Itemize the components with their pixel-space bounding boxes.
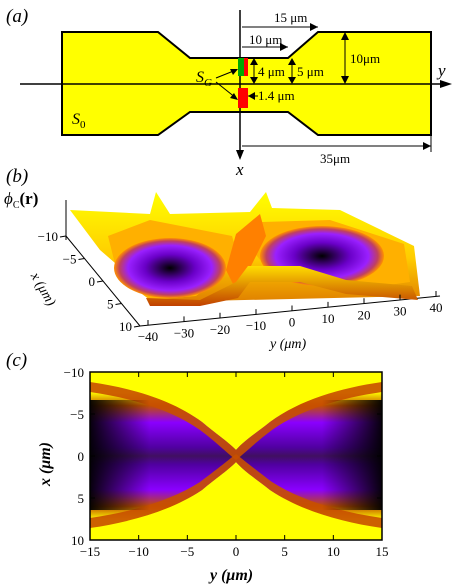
c-x-tick-label: −15	[80, 544, 100, 559]
gate-right	[244, 58, 248, 76]
heatmap-upper-band	[90, 372, 382, 450]
dim-10-right-label: 10μm	[350, 51, 380, 66]
dim-4-arrow-up-icon	[250, 58, 258, 65]
b-x-tick-label: 0	[89, 274, 96, 289]
c-y-tick-label: 0	[78, 449, 85, 464]
c-y-tick-label: 10	[71, 533, 84, 548]
heatmap-lower-band	[90, 462, 382, 540]
b-y-tick-label: 0	[289, 315, 296, 330]
heatmap-dark-right	[322, 400, 382, 510]
c-x-tick-label: 5	[281, 544, 288, 559]
b-x-tick-label: −5	[63, 252, 77, 267]
panel-a-label: (a)	[6, 6, 28, 27]
c-x-axis-label: x (μm)	[37, 442, 54, 487]
b-x-tick-mark	[78, 258, 85, 260]
b-x-tick-label: 10	[119, 319, 132, 334]
b-x-tick-mark	[96, 280, 104, 283]
z-axis-label: ϕC(r)	[4, 189, 38, 211]
b-y-tick-label: −40	[138, 329, 158, 344]
s0-label: S0	[72, 111, 86, 131]
b-y-tick-label: −10	[246, 318, 266, 333]
b-x-tick-mark	[115, 303, 122, 305]
panel-c-label: (c)	[6, 350, 27, 371]
b-y-tick-label: 20	[358, 307, 371, 322]
b-x-tick-mark	[59, 235, 67, 238]
c-x-ticks: −15 −10 −5 0 5 10 15	[80, 372, 389, 559]
c-y-axis-label: y (μm)	[208, 567, 253, 584]
dim-10-right-arrow-down-icon	[341, 76, 349, 84]
dim-35-label: 35μm	[320, 151, 350, 166]
surface-center-ridge	[226, 214, 266, 290]
panel-a: (a) y x 15 μm 10 μm 4 μm 5 μm 10μ	[6, 6, 452, 179]
b-x-axis-label: x (μm)	[27, 269, 59, 309]
b-y-ticks: −40 −30 −20 −10 0 10 20 30 40	[138, 291, 443, 344]
c-x-tick-label: 0	[233, 544, 240, 559]
b-y-axis-label: y (μm)	[268, 337, 307, 352]
y-axis-arrow-icon	[440, 80, 452, 88]
dim-4-arrow-down-icon	[250, 77, 258, 84]
c-x-tick-label: −5	[180, 544, 194, 559]
heatmap-lower-orange	[90, 454, 382, 528]
sg-label: SG	[196, 69, 212, 89]
gate-left	[238, 58, 244, 76]
b-y-tick-label: 40	[430, 300, 443, 315]
c-y-tick-label: 5	[78, 491, 85, 506]
heatmap-dark-left	[90, 400, 150, 510]
dim-5-label: 5 μm	[297, 64, 324, 79]
dim-1-4-arrow-icon	[248, 92, 255, 100]
b-y-tick-label: −30	[174, 325, 194, 340]
c-x-tick-label: 15	[376, 544, 389, 559]
gate-bottom	[238, 88, 248, 108]
c-x-tick-label: −10	[128, 544, 148, 559]
well-left	[114, 238, 226, 298]
dim-35-arrow-icon	[423, 142, 431, 150]
x-axis-arrow-icon	[236, 150, 244, 160]
dim-15-arrow-icon	[310, 23, 318, 31]
sg-pointer-top-arrow-icon	[230, 69, 238, 75]
b-y-tick-label: 10	[322, 311, 335, 326]
c-y-tick-label: −10	[64, 365, 84, 380]
c-x-tick-label: 10	[327, 544, 340, 559]
heatmap-upper-orange	[90, 382, 382, 460]
sg-pointer-bottom-arrow-icon	[230, 93, 238, 100]
dim-15-label: 15 μm	[274, 10, 307, 25]
b-axis-y	[139, 295, 441, 327]
c-y-tick-label: −5	[70, 407, 84, 422]
y-axis-name: y	[436, 61, 446, 80]
b-x-tick-label: −10	[38, 229, 58, 244]
b-x-ticks: −10 −5 05 10	[38, 229, 141, 334]
panel-c: (c) −15 −10 −5 0 5 10 15 −10 −5 0 5 10 y (μm) x (μ…	[6, 350, 389, 584]
panel-b-label: (b)	[6, 166, 28, 187]
b-x-tick-mark	[133, 325, 141, 328]
x-axis-name: x	[235, 160, 244, 179]
dim-10-top-arrow-icon	[280, 43, 288, 51]
dim-1-4-label: 1.4 μm	[258, 88, 295, 103]
b-x-tick-label: 5	[107, 297, 114, 312]
surface-front-edge	[146, 266, 418, 306]
dim-4-label: 4 μm	[258, 64, 285, 79]
dim-10-top-label: 10 μm	[249, 32, 282, 47]
b-y-tick-label: 30	[394, 304, 407, 319]
b-y-tick-label: −20	[210, 322, 230, 337]
dim-5-arrow-up-icon	[288, 58, 296, 65]
heatmap	[90, 372, 382, 540]
c-y-ticks: −10 −5 0 5 10	[64, 365, 382, 548]
dim-5-arrow-down-icon	[288, 77, 296, 84]
dim-10-right-arrow-up-icon	[341, 32, 349, 40]
